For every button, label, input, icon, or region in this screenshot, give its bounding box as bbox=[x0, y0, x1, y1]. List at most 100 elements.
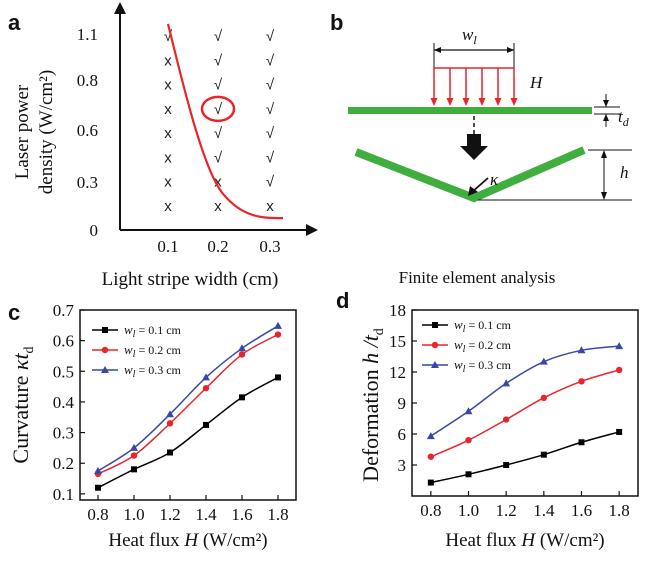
legend-marker bbox=[431, 341, 439, 349]
y-tick-label: 18 bbox=[389, 301, 406, 320]
legend-label: wl = 0.3 cm bbox=[454, 357, 512, 375]
data-point bbox=[275, 374, 281, 381]
flat-plate bbox=[348, 107, 592, 114]
legend-label: wl = 0.1 cm bbox=[124, 322, 182, 340]
pass-mark: √ bbox=[266, 125, 275, 142]
heat-flux-label: H bbox=[529, 73, 544, 92]
series-line-2 bbox=[430, 369, 620, 458]
pass-mark: √ bbox=[214, 125, 223, 142]
panel-c-letter: c bbox=[8, 300, 20, 325]
data-point bbox=[426, 432, 435, 440]
panel-a-ylabel-line1: Laser power bbox=[12, 84, 33, 179]
panel-c-xlabel-text: Heat flux bbox=[108, 530, 184, 551]
panel-d-frame bbox=[411, 309, 639, 497]
h-down-arrow-icon bbox=[601, 192, 607, 200]
data-point bbox=[502, 379, 511, 387]
heat-load-arrow-icon bbox=[478, 98, 486, 106]
legend-marker bbox=[431, 361, 439, 368]
data-point bbox=[238, 344, 246, 352]
x-tick-label: 1.6 bbox=[231, 505, 252, 524]
x-tick-label: 1.8 bbox=[609, 501, 630, 520]
y-tick-label: 0.5 bbox=[53, 362, 74, 381]
x-tick-label: 1.8 bbox=[267, 505, 288, 524]
fail-mark: x bbox=[164, 174, 172, 191]
data-point bbox=[166, 410, 174, 418]
y-tick-label: 0.2 bbox=[53, 454, 74, 473]
data-point bbox=[130, 452, 138, 459]
panel-d-ylabel-text: Deformation bbox=[358, 364, 383, 482]
panel-b-letter: b bbox=[330, 10, 343, 35]
y-tick-label: 0.1 bbox=[53, 485, 74, 504]
fail-mark: x bbox=[164, 52, 172, 69]
pass-mark: √ bbox=[266, 77, 275, 94]
pass-mark: √ bbox=[266, 52, 275, 69]
pass-mark: √ bbox=[214, 52, 223, 69]
x-tick-label: 0.8 bbox=[87, 505, 108, 524]
legend-marker bbox=[101, 366, 109, 373]
x-tick-label: 1.4 bbox=[533, 501, 555, 520]
x-tick-label: 1.0 bbox=[123, 505, 144, 524]
y-tick-label: 9 bbox=[398, 394, 407, 413]
x-tick-label: 1.4 bbox=[195, 505, 217, 524]
panel-c-xlabel: Heat flux H (W/cm²) bbox=[108, 530, 267, 551]
data-point bbox=[203, 421, 209, 428]
data-point bbox=[239, 394, 245, 401]
panel-a-ylabel: Laser power density (W/cm²) bbox=[12, 70, 57, 194]
data-point bbox=[578, 439, 585, 446]
panel-a-xtick-label: 0.3 bbox=[259, 237, 280, 256]
panel-a-boundary-curve bbox=[166, 23, 284, 220]
fail-mark: x bbox=[164, 77, 172, 94]
fail-mark: x bbox=[214, 198, 222, 215]
data-point bbox=[464, 407, 473, 415]
panel-a-highlight-circle bbox=[200, 95, 236, 123]
panel-d-legend: wl = 0.1 cm wl = 0.2 cm wl = 0.3 cm bbox=[422, 317, 512, 375]
pass-mark: √ bbox=[214, 77, 223, 94]
data-point bbox=[167, 449, 173, 456]
panel-a-ytick-label: 0.6 bbox=[77, 121, 98, 140]
td-label: td bbox=[618, 107, 630, 129]
panel-d-ylabel-sub: d bbox=[372, 328, 387, 335]
wl-left-arrow-icon bbox=[434, 47, 441, 53]
wl-label-sub: l bbox=[473, 33, 477, 47]
legend-label: wl = 0.1 cm bbox=[454, 317, 512, 335]
pass-mark: √ bbox=[266, 149, 275, 166]
panel-a-ytick-label: 1.1 bbox=[77, 25, 98, 44]
pass-mark: √ bbox=[266, 174, 275, 191]
panel-a-x-ticks: 0.1 0.2 0.3 bbox=[157, 237, 280, 256]
heat-load-arrows bbox=[430, 67, 518, 106]
data-point bbox=[202, 384, 210, 392]
y-tick-label: 0.3 bbox=[53, 424, 74, 443]
legend-marker bbox=[432, 322, 438, 328]
panel-c-xlabel-unit: (W/cm²) bbox=[198, 530, 268, 551]
panel-a-y-ticks: 0 0.3 0.6 0.8 1.1 bbox=[77, 25, 98, 240]
data-point bbox=[238, 351, 246, 358]
panel-c-series bbox=[94, 321, 282, 491]
panel-c-ylabel-var: κt bbox=[8, 353, 33, 371]
heat-load-arrow-icon bbox=[446, 98, 454, 106]
wl-right-arrow-icon bbox=[507, 47, 514, 53]
y-tick-label: 0.4 bbox=[53, 393, 75, 412]
y-tick-label: 0.7 bbox=[53, 301, 75, 320]
heat-load-arrow-icon bbox=[430, 98, 438, 106]
data-point bbox=[540, 394, 548, 402]
series-line-1 bbox=[430, 431, 620, 484]
heat-load-arrow-icon bbox=[510, 98, 518, 106]
y-tick-label: 15 bbox=[389, 332, 406, 351]
h-label: h bbox=[620, 163, 629, 182]
panel-c-ylabel-sub: d bbox=[22, 346, 37, 353]
pass-mark: √ bbox=[214, 101, 223, 118]
data-point bbox=[166, 420, 174, 427]
panel-d-ylabel-var: h /t bbox=[358, 334, 383, 364]
panel-a-xtick-label: 0.1 bbox=[157, 237, 178, 256]
fail-mark: x bbox=[214, 174, 222, 191]
data-point bbox=[540, 451, 547, 458]
pass-mark: √ bbox=[214, 28, 223, 45]
panel-d: d 0.8 1.0 1.2 1.4 1.6 1.8 3 6 9 12 15 18 wl = 0.1 c… bbox=[336, 288, 639, 551]
td-label-main: t bbox=[618, 107, 624, 126]
panel-a-y-arrow-icon bbox=[114, 2, 126, 14]
legend-label: wl = 0.2 cm bbox=[454, 337, 512, 355]
heat-load-arrow-icon bbox=[494, 98, 502, 106]
td-down-arrow-icon bbox=[603, 100, 609, 107]
data-point bbox=[274, 321, 282, 329]
data-point bbox=[615, 342, 624, 350]
